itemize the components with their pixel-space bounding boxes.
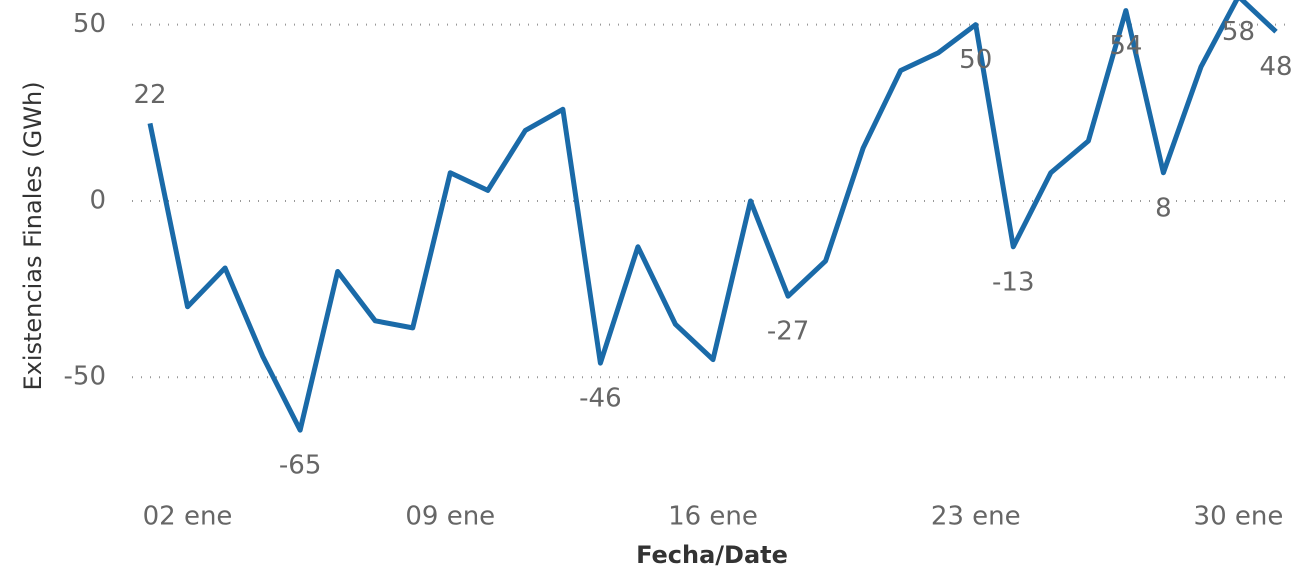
y-tick-label: 50 [73,9,106,39]
x-tick-label: 16 ene [668,502,758,532]
x-tick-label: 23 ene [931,502,1021,532]
data-label: 48 [1259,52,1292,82]
data-label: 22 [133,80,166,110]
y-tick-label: 0 [89,185,106,215]
data-label: -46 [579,384,621,414]
data-label: -13 [992,267,1034,297]
data-label: -65 [279,451,321,481]
data-label: 50 [959,45,992,75]
data-label: -27 [767,317,809,347]
x-tick-label: 09 ene [405,502,495,532]
data-line [147,0,1278,433]
data-label: 8 [1155,193,1172,223]
x-tick-label: 02 ene [143,502,233,532]
x-axis-title: Fecha/Date [636,541,788,569]
y-tick-label: -50 [64,362,106,392]
data-label: 58 [1222,17,1255,47]
y-axis-title: Existencias Finales (GWh) [19,81,47,390]
data-label: 54 [1109,31,1142,61]
x-tick-label: 30 ene [1194,502,1284,532]
